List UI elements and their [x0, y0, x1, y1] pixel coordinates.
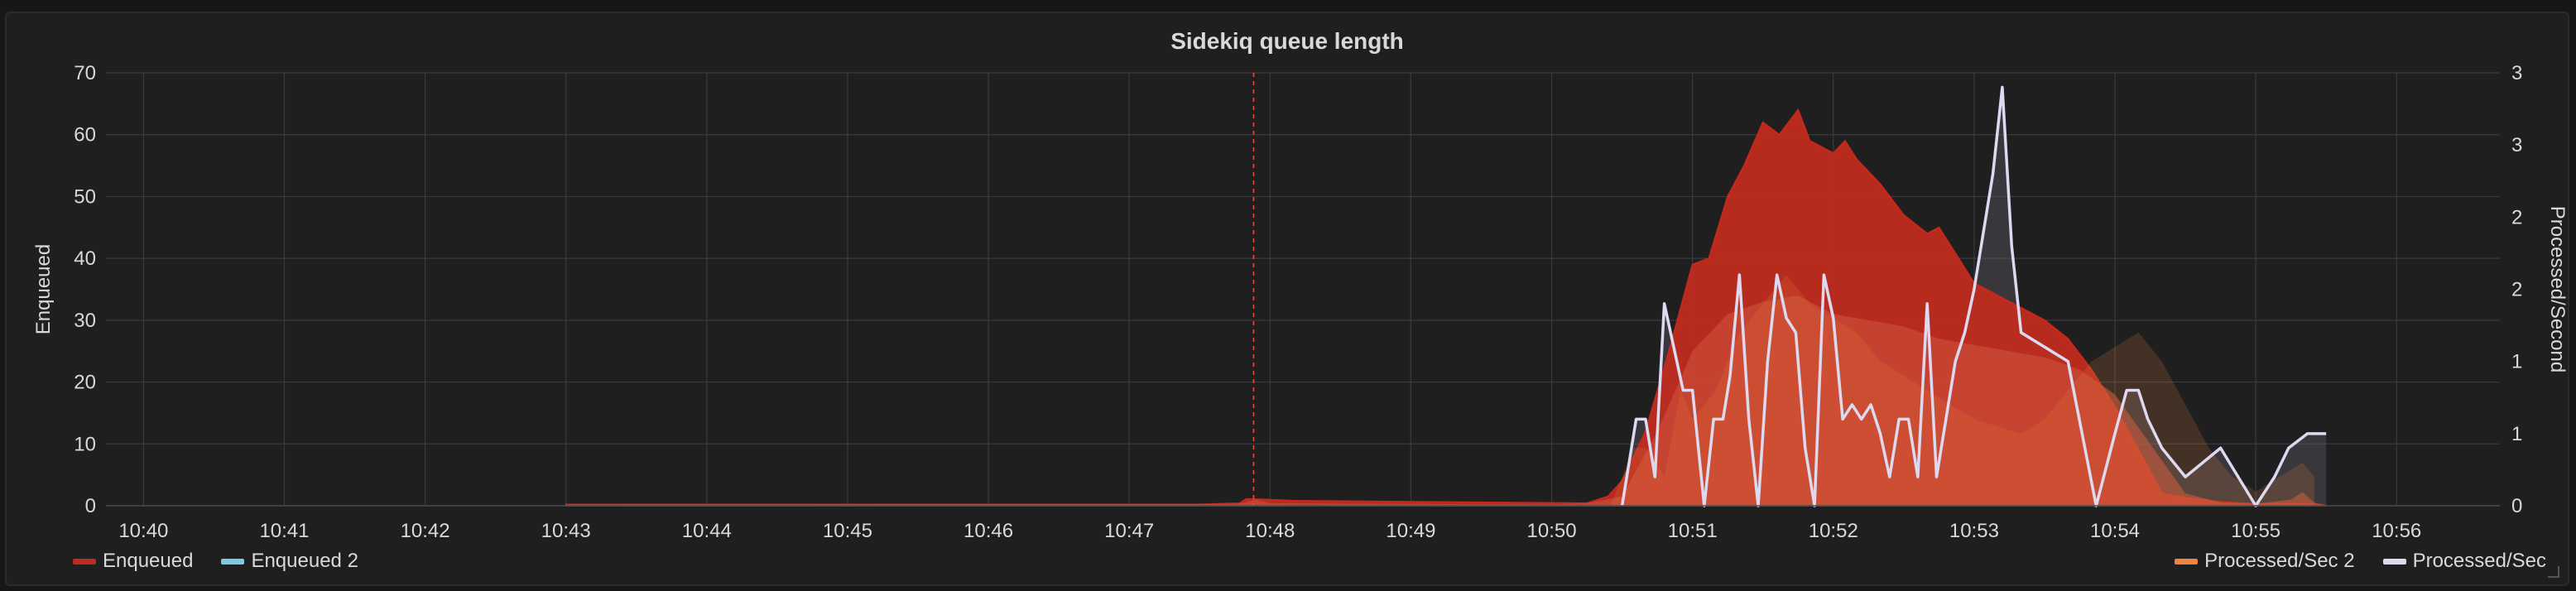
y-tick-label: 70 — [74, 62, 96, 84]
x-tick-label: 10:41 — [259, 520, 309, 542]
x-tick-label: 10:51 — [1668, 520, 1718, 542]
legend-item-enqueued-2[interactable]: Enqueued 2 — [221, 550, 358, 573]
y-tick-label: 60 — [74, 124, 96, 147]
x-tick-label: 10:56 — [2372, 520, 2421, 542]
legend-swatch-enqueued — [73, 558, 96, 565]
y-tick-label: 30 — [74, 310, 96, 332]
resize-handle[interactable] — [2548, 566, 2559, 578]
legend-label-enqueued: Enqueued — [103, 550, 194, 572]
y2-axis-label: Processed/Second — [2546, 206, 2569, 372]
legend-swatch-processed-sec-2 — [2175, 558, 2199, 565]
legend-swatch-enqueued-2 — [221, 558, 245, 565]
x-tick-label: 10:48 — [1245, 520, 1295, 542]
y2-tick-label: 1 — [2511, 351, 2522, 373]
y-tick-label: 0 — [85, 495, 96, 517]
legend-left: Enqueued Enqueued 2 — [73, 546, 358, 576]
y2-tick-label: 0 — [2511, 495, 2522, 517]
y2-tick-label: 2 — [2511, 206, 2522, 228]
legend-label-enqueued-2: Enqueued 2 — [251, 550, 358, 572]
series-processed-sec-line[interactable] — [1620, 85, 2327, 507]
y2-tick-label: 3 — [2511, 134, 2522, 156]
legend-swatch-processed-sec — [2382, 558, 2406, 565]
x-tick-label: 10:55 — [2231, 520, 2280, 542]
y2-tick-label: 3 — [2511, 62, 2522, 84]
y-tick-label: 20 — [74, 372, 96, 394]
x-tick-label: 10:54 — [2090, 520, 2140, 542]
x-tick-label: 10:53 — [1949, 520, 1999, 542]
y-axis-label: Enqueued — [32, 244, 55, 334]
x-tick-label: 10:52 — [1809, 520, 1858, 542]
y-tick-label: 40 — [74, 247, 96, 270]
x-tick-label: 10:46 — [964, 520, 1013, 542]
legend-item-processed-sec-2[interactable]: Processed/Sec 2 — [2175, 550, 2355, 573]
x-tick-label: 10:45 — [823, 520, 872, 542]
legend-right: Processed/Sec 2 Processed/Sec — [2175, 546, 2546, 576]
x-tick-label: 10:43 — [541, 520, 591, 542]
legend-label-processed-sec: Processed/Sec — [2412, 550, 2546, 572]
legend-label-processed-sec-2: Processed/Sec 2 — [2204, 550, 2355, 572]
legend-item-processed-sec[interactable]: Processed/Sec — [2382, 550, 2546, 573]
x-tick-label: 10:44 — [682, 520, 732, 542]
y-tick-label: 50 — [74, 185, 96, 208]
y2-tick-label: 2 — [2511, 279, 2522, 301]
y-tick-label: 10 — [74, 433, 96, 455]
x-tick-label: 10:42 — [401, 520, 450, 542]
x-tick-label: 10:50 — [1527, 520, 1577, 542]
x-tick-label: 10:40 — [118, 520, 168, 542]
y2-tick-label: 1 — [2511, 423, 2522, 445]
panel-title[interactable]: Sidekiq queue length — [1170, 28, 1404, 54]
series-enqueued-2-area[interactable] — [565, 295, 2327, 506]
series-processed-sec-2-area[interactable] — [1610, 275, 2315, 506]
x-tick-label: 10:49 — [1386, 520, 1435, 542]
legend-item-enqueued[interactable]: Enqueued — [73, 550, 193, 573]
x-tick-label: 10:47 — [1104, 520, 1154, 542]
